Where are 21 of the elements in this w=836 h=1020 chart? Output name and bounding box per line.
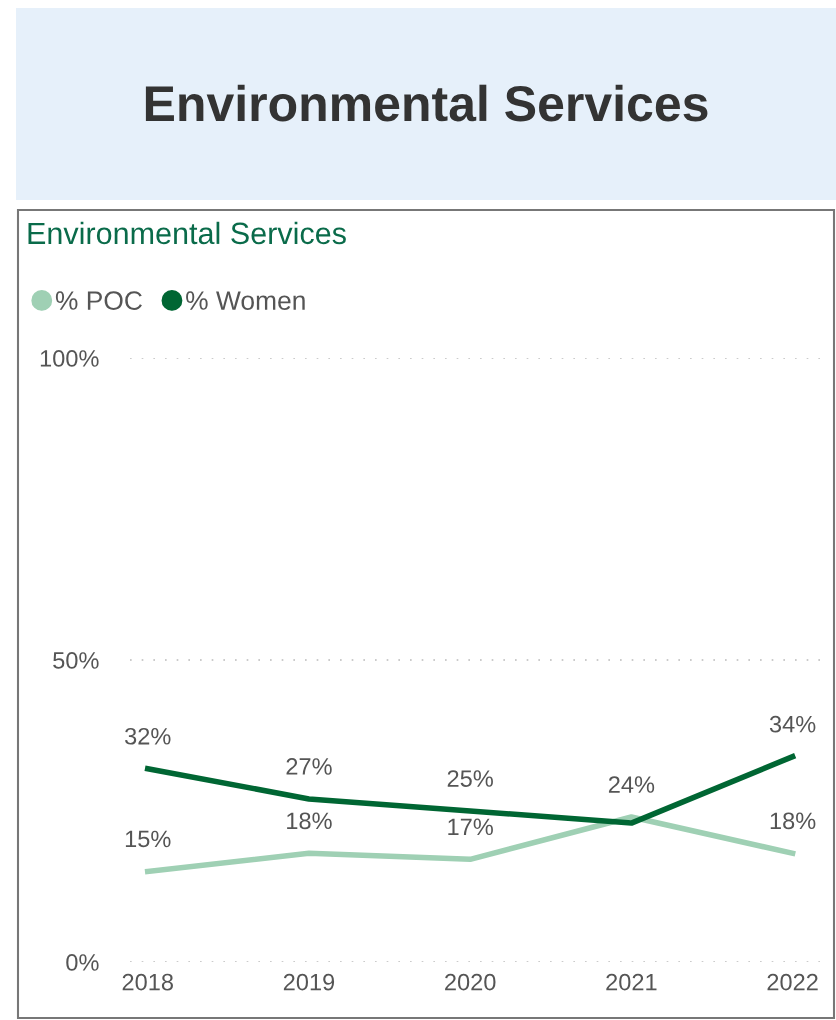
data-label: 18% [770,812,816,830]
data-label: 24% [608,776,655,793]
data-label: 17% [448,818,493,836]
legend-label: % Women [186,291,305,310]
x-tick-label: 2020 [445,973,496,991]
chart-title: Environmental Services [145,84,708,122]
y-tick-label: 50% [53,652,99,669]
y-tick-label: 0% [66,954,99,971]
data-label: 15% [125,830,171,848]
y-tick-label: 100% [40,350,99,367]
data-label: 32% [125,727,171,745]
data-label: 34% [769,715,816,733]
legend-label: % POC [55,291,142,310]
x-tick-label: 2019 [283,973,335,991]
data-label: 18% [287,812,332,830]
data-label: 25% [447,770,493,787]
x-tick-label: 2018 [122,973,173,991]
data-label: 27% [286,758,332,775]
x-tick-label: 2021 [606,973,657,991]
x-tick-label: 2022 [767,973,818,991]
chart-subtitle: Environmental Services [28,221,346,245]
